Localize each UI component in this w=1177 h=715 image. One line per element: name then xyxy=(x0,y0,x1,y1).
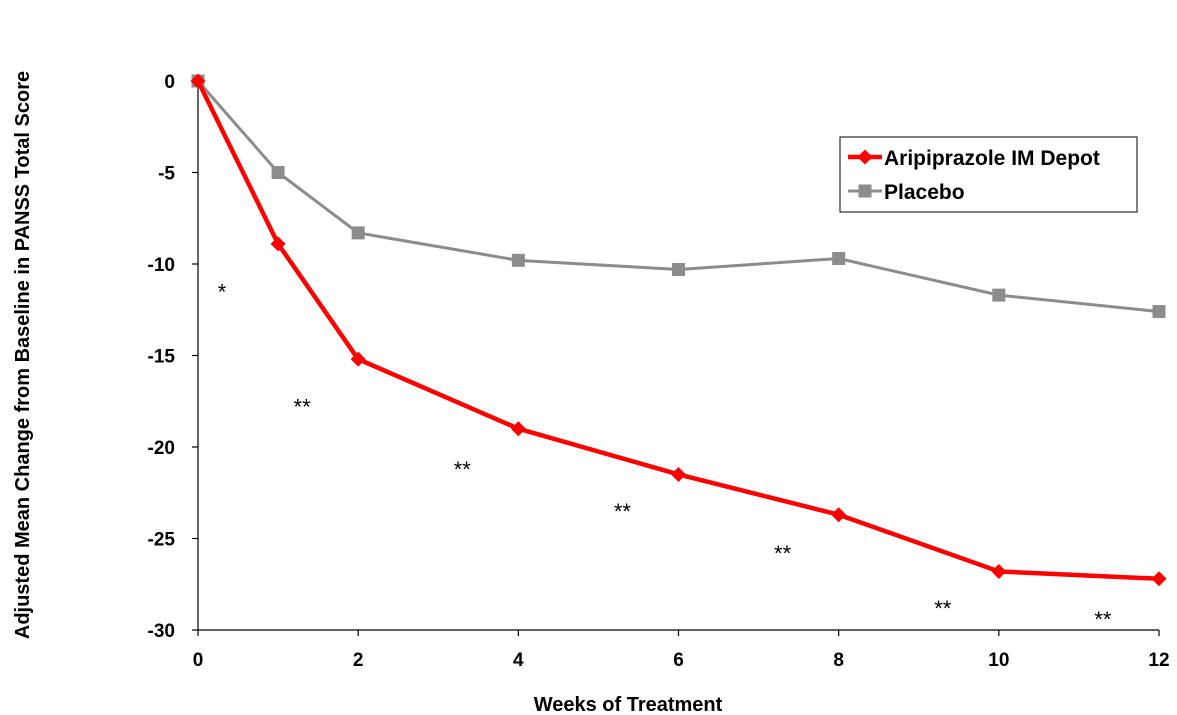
x-tick-label: 12 xyxy=(1148,650,1169,671)
legend-box xyxy=(839,136,1138,213)
axes: 0 -5 -10 -15 -20 -25 -30 0 2 4 6 8 10 12 xyxy=(148,72,1170,671)
legend: Aripiprazole IM Depot Placebo xyxy=(839,136,1138,213)
placebo-point xyxy=(992,288,1006,302)
x-tick-label: 6 xyxy=(673,650,684,671)
x-axis-title: Weeks of Treatment xyxy=(534,694,723,715)
placebo-point xyxy=(672,262,685,276)
x-tick-label: 2 xyxy=(353,650,364,671)
significance-marker: * xyxy=(218,279,227,304)
placebo-point xyxy=(1152,305,1166,319)
legend-swatch-marker-placebo xyxy=(858,184,872,198)
aripiprazole-point xyxy=(991,563,1007,579)
significance-annotations: *********** ** xyxy=(218,279,1112,632)
placebo-point xyxy=(511,253,525,267)
x-tick-label: 8 xyxy=(833,650,844,671)
y-tick-label: -20 xyxy=(148,438,175,459)
placebo-point xyxy=(832,252,846,266)
aripiprazole-point xyxy=(831,507,847,523)
legend-swatch-marker-aripiprazole xyxy=(857,149,873,165)
y-tick-label: -10 xyxy=(148,255,175,276)
aripiprazole-point xyxy=(270,236,286,252)
significance-marker: ** xyxy=(1094,607,1112,632)
significance-marker: ** xyxy=(454,457,472,482)
aripiprazole-point xyxy=(350,351,366,367)
significance-marker: ** xyxy=(774,541,792,566)
series-group xyxy=(190,73,1167,587)
y-tick-label: -30 xyxy=(148,621,175,642)
y-tick-label: 0 xyxy=(164,72,175,93)
placebo-line xyxy=(196,80,1160,314)
y-tick-label: -15 xyxy=(148,347,176,368)
placebo-point xyxy=(351,226,365,240)
y-tick-label: -5 xyxy=(158,164,175,185)
significance-marker: ** xyxy=(294,395,312,420)
aripiprazole-line xyxy=(195,80,1160,582)
aripiprazole-series xyxy=(190,73,1167,587)
y-axis-title: Adjusted Mean Change from Baseline in PA… xyxy=(12,71,34,639)
aripiprazole-point xyxy=(671,466,686,482)
significance-marker: ** xyxy=(614,499,632,524)
y-tick-label: -25 xyxy=(148,530,176,551)
x-tick-label: 4 xyxy=(513,650,524,671)
x-tick-label: 10 xyxy=(988,650,1009,671)
legend-label-aripiprazole: Aripiprazole IM Depot xyxy=(884,147,1100,170)
x-tick-label: 0 xyxy=(193,650,204,671)
placebo-point xyxy=(271,166,285,179)
aripiprazole-point xyxy=(1151,571,1167,587)
aripiprazole-point xyxy=(510,421,526,437)
aripiprazole-point xyxy=(190,73,206,89)
significance-marker: ** xyxy=(934,596,952,621)
legend-label-placebo: Placebo xyxy=(884,181,965,204)
